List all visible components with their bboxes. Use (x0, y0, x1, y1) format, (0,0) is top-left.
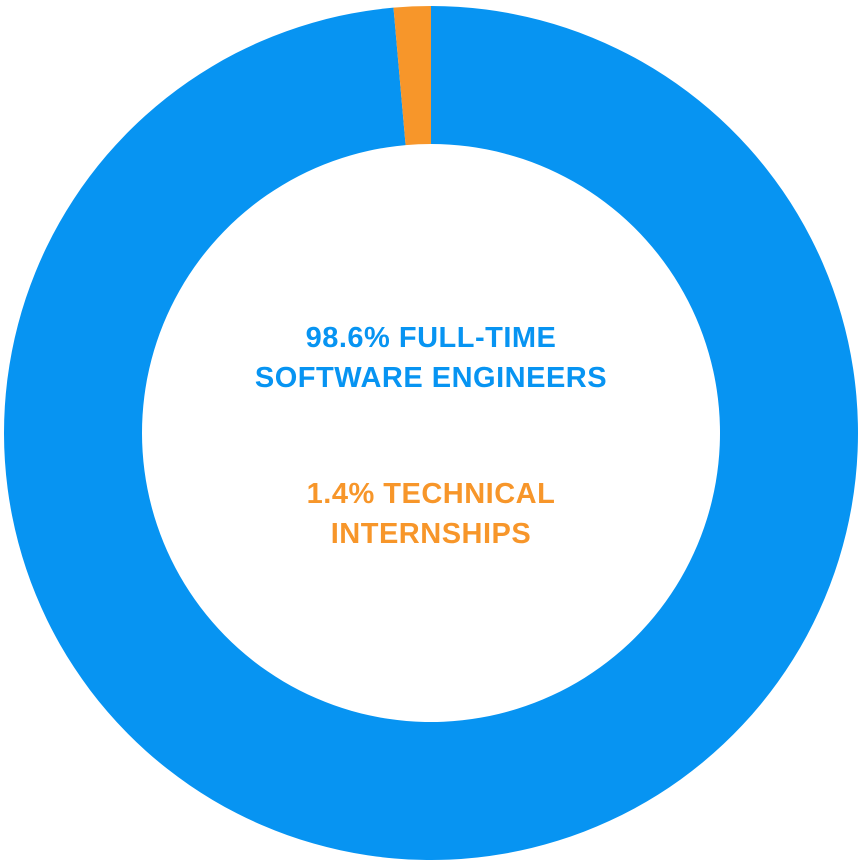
donut-slices (3, 6, 858, 861)
donut-slice-1 (393, 6, 431, 146)
slice-label-full-time: 98.6% FULL-TIME SOFTWARE ENGINEERS (181, 318, 681, 398)
slice-label-internships: 1.4% TECHNICAL INTERNSHIPS (181, 474, 681, 554)
slice-label-full-time-line1: 98.6% FULL-TIME (305, 322, 557, 354)
donut-slice-0 (3, 6, 858, 861)
slice-label-internships-line1: 1.4% TECHNICAL (306, 478, 556, 510)
slice-label-full-time-line2: SOFTWARE ENGINEERS (254, 362, 608, 394)
slice-label-internships-line2: INTERNSHIPS (330, 518, 532, 550)
